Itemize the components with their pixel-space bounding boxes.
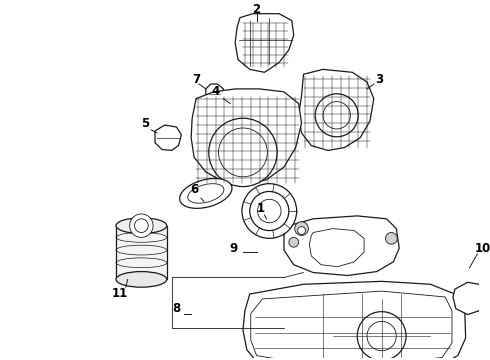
Circle shape <box>130 214 153 237</box>
Circle shape <box>135 219 148 233</box>
Polygon shape <box>155 125 181 150</box>
Circle shape <box>386 233 397 244</box>
Circle shape <box>323 102 350 129</box>
Text: 6: 6 <box>190 183 198 196</box>
Circle shape <box>315 94 358 137</box>
Circle shape <box>250 192 289 230</box>
Text: 10: 10 <box>475 242 490 255</box>
Polygon shape <box>116 226 167 279</box>
Circle shape <box>367 321 396 351</box>
Polygon shape <box>309 229 364 267</box>
Polygon shape <box>243 282 466 360</box>
Circle shape <box>242 184 296 238</box>
Text: 4: 4 <box>212 85 220 98</box>
Ellipse shape <box>116 218 167 234</box>
Polygon shape <box>191 89 301 185</box>
Polygon shape <box>206 84 223 107</box>
Ellipse shape <box>188 184 224 203</box>
Circle shape <box>294 222 308 235</box>
Polygon shape <box>251 291 452 360</box>
Text: 7: 7 <box>192 73 200 86</box>
Circle shape <box>297 227 305 234</box>
Polygon shape <box>284 216 399 275</box>
Circle shape <box>209 118 277 186</box>
Text: 1: 1 <box>256 202 265 215</box>
Ellipse shape <box>116 271 167 287</box>
Polygon shape <box>298 69 374 150</box>
Text: 8: 8 <box>172 302 181 315</box>
Circle shape <box>289 237 298 247</box>
Text: 2: 2 <box>252 3 261 16</box>
Circle shape <box>357 312 406 360</box>
Text: 11: 11 <box>112 287 128 300</box>
Text: 9: 9 <box>229 242 237 255</box>
Text: 5: 5 <box>141 117 149 130</box>
Text: 3: 3 <box>376 73 384 86</box>
Ellipse shape <box>180 179 232 208</box>
Circle shape <box>258 199 281 223</box>
Circle shape <box>219 128 268 177</box>
Polygon shape <box>235 14 294 72</box>
Polygon shape <box>453 282 482 315</box>
